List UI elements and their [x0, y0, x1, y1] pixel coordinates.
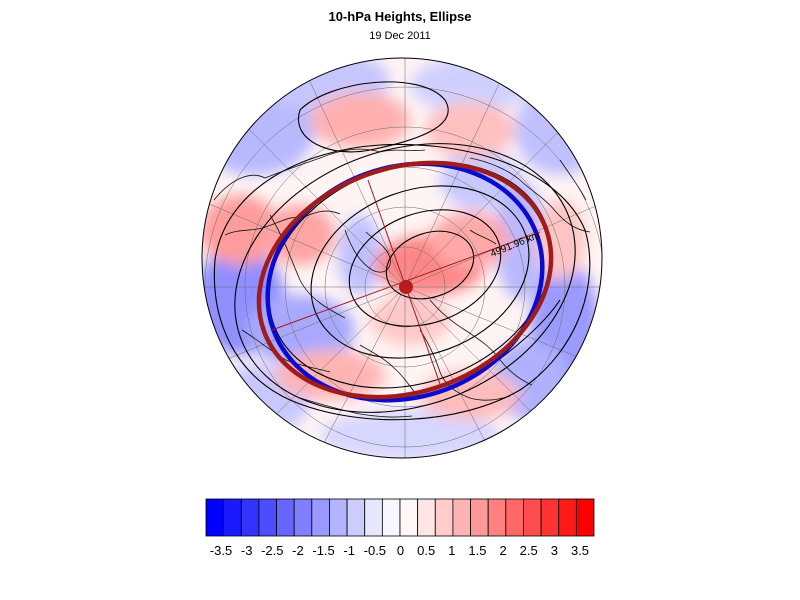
red-ellipse: [256, 160, 554, 400]
colorbar-tick-label: 1.5: [468, 543, 487, 558]
colorbar-box: [223, 498, 242, 537]
map-title: 10-hPa Heights, Ellipse: [328, 9, 472, 24]
colorbar-tick-label: -3: [240, 543, 253, 558]
colorbar-box: [558, 498, 577, 537]
colorbar-box: [258, 498, 277, 537]
colorbar-box: [523, 498, 542, 537]
colorbar-tick-label: -3.5: [209, 543, 233, 558]
map-border: [201, 57, 603, 459]
colorbar-box: [205, 498, 225, 537]
colorbar-box: [346, 498, 366, 537]
colorbar-box: [505, 498, 524, 537]
colorbar-box: [487, 498, 507, 537]
colorbar-box: [417, 498, 436, 537]
colorbar-box: [540, 498, 560, 537]
colorbar-tick-label: 3.5: [570, 543, 590, 558]
colorbar-tick-label: 3: [550, 543, 558, 558]
colorbar-tick-label: 0: [396, 543, 405, 558]
colorbar-tick-label: -1: [343, 543, 355, 558]
colorbar-box: [399, 498, 419, 537]
colorbar-box: [240, 498, 260, 537]
colorbar-tick-label: -1.5: [312, 543, 335, 558]
colorbar-box: [364, 498, 383, 537]
colorbar-tick-label: 0.5: [417, 543, 436, 558]
colorbar-tick-label: 1: [448, 543, 456, 558]
colorbar-tick-label: 2: [499, 543, 507, 558]
graticule: [202, 58, 602, 458]
colorbar-tick-label: -2: [292, 543, 304, 558]
colorbar-tick-label: -0.5: [363, 543, 387, 558]
colorbar-tick-label: 2.5: [519, 543, 538, 558]
anomaly-field: [202, 58, 602, 458]
colorbar-box: [434, 498, 454, 537]
colorbar-box: [381, 498, 401, 537]
colorbar-box: [329, 498, 348, 537]
colorbar-box: [575, 498, 595, 537]
colorbar-box: [452, 498, 471, 537]
colorbar-box: [470, 498, 489, 537]
fitted-ellipses: [256, 160, 554, 403]
map-subtitle: 19 Dec 2011: [369, 30, 431, 42]
colorbar-box: [293, 498, 313, 537]
colorbar-box: [311, 498, 330, 537]
ellipse-center-dot: [399, 280, 413, 294]
colorbar-box: [276, 498, 295, 537]
colorbar-tick-label: -2.5: [261, 543, 284, 558]
colorbar-boxes: [205, 498, 595, 537]
